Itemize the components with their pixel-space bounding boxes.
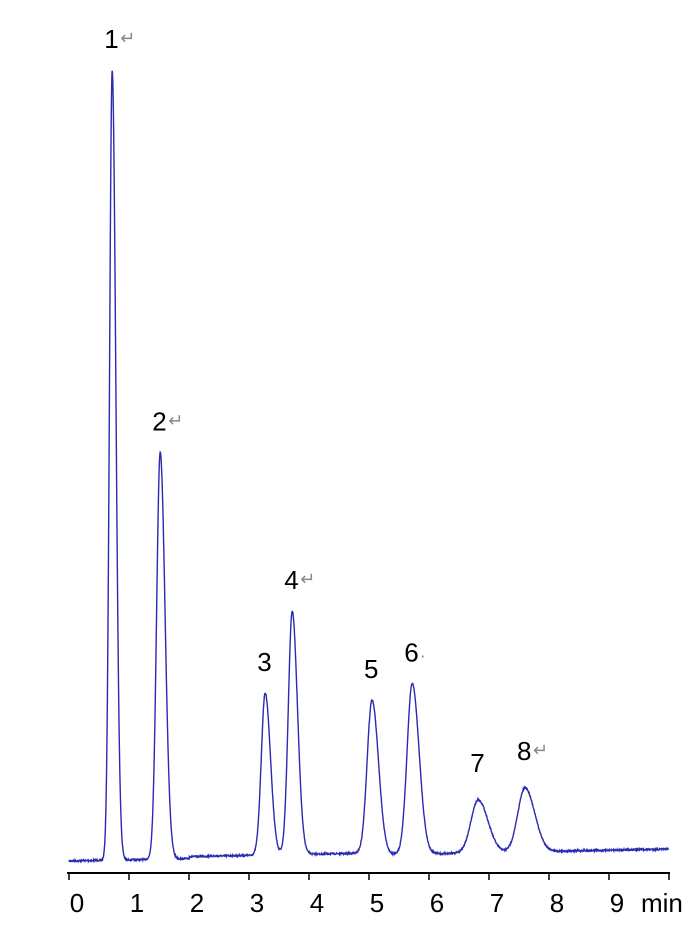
return-mark-icon: . xyxy=(420,641,425,661)
peak-labels: 1 ↵2 ↵34 ↵56.7 8 ↵ xyxy=(104,24,548,778)
peak-number: 7 xyxy=(470,748,484,778)
peak-number: 4 xyxy=(284,565,298,595)
x-tick-label: 5 xyxy=(370,888,384,918)
chromatogram-trace xyxy=(68,70,670,864)
peak-label-3: 3 xyxy=(257,647,271,677)
return-mark-icon: ↵ xyxy=(120,28,135,48)
peak-number: 6 xyxy=(404,637,418,667)
x-tick-label: 3 xyxy=(250,888,264,918)
peak-number: 3 xyxy=(257,647,271,677)
x-tick-label: 0 xyxy=(70,888,84,918)
x-tick-label: 9 xyxy=(610,888,624,918)
x-tick-label: 8 xyxy=(550,888,564,918)
peak-number: 1 xyxy=(104,24,118,54)
peak-label-2: 2 ↵ xyxy=(152,406,183,436)
peak-number: 2 xyxy=(152,406,166,436)
peak-label-6: 6. xyxy=(404,637,425,667)
x-tick-label: 2 xyxy=(190,888,204,918)
return-mark-icon: ↵ xyxy=(300,569,315,589)
x-axis: 0 1 2 3 4 5 6 7 8 9 xyxy=(67,872,670,918)
x-tick-label: 1 xyxy=(130,888,144,918)
x-axis-label: min xyxy=(641,888,683,918)
peak-label-5: 5 xyxy=(364,654,378,684)
x-tick-label: 7 xyxy=(490,888,504,918)
peak-label-1: 1 ↵ xyxy=(104,24,135,54)
peak-label-8: 8 ↵ xyxy=(517,736,548,766)
peak-number: 8 xyxy=(517,736,531,766)
x-tick-label: 4 xyxy=(310,888,324,918)
x-tick-label: 6 xyxy=(430,888,444,918)
peak-number: 5 xyxy=(364,654,378,684)
return-mark-icon: ↵ xyxy=(168,410,183,430)
peak-label-7: 7 xyxy=(470,748,484,778)
peak-label-4: 4 ↵ xyxy=(284,565,315,595)
return-mark-icon: ↵ xyxy=(533,740,548,760)
